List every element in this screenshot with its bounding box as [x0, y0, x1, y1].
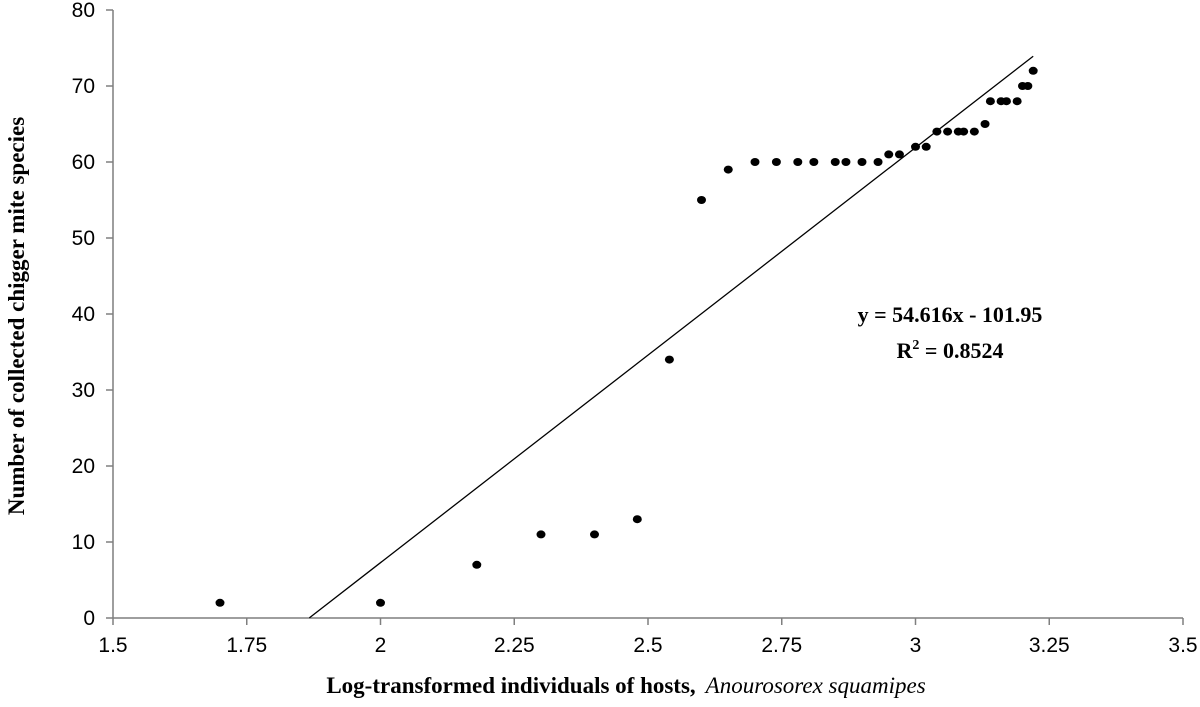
- data-point: [632, 515, 642, 524]
- data-point: [932, 127, 942, 136]
- y-axis-title: Number of collected chigger mite species: [4, 117, 29, 515]
- data-point: [793, 158, 803, 166]
- data-point: [590, 530, 599, 539]
- x-tick-label: 2: [375, 634, 387, 657]
- data-point: [771, 158, 781, 166]
- data-point: [664, 355, 674, 364]
- r-squared-exponent: 2: [912, 338, 919, 353]
- y-tick-label: 70: [72, 75, 95, 98]
- data-point: [985, 97, 995, 106]
- data-point: [841, 158, 851, 166]
- x-tick-label: 3: [910, 634, 922, 657]
- x-axis-title-main: Log-transformed individuals of hosts,: [326, 673, 695, 698]
- r-squared-value: = 0.8524: [919, 338, 1003, 363]
- r-squared-symbol: R: [897, 338, 914, 363]
- axes: [106, 9, 1184, 625]
- y-tick-label: 40: [72, 303, 95, 326]
- data-point: [921, 142, 931, 151]
- data-point: [959, 127, 969, 136]
- data-point: [1001, 97, 1011, 106]
- data-point: [857, 158, 867, 166]
- data-point: [830, 158, 840, 166]
- data-point: [215, 598, 225, 607]
- tick-labels: 0 10 20 30 40 50 60 70 80 1.5 1.75 2 2.25 2.5 2.75 3 3.2…: [72, 0, 1198, 657]
- x-tick-label: 1.75: [226, 634, 267, 657]
- y-tick-label: 50: [72, 227, 95, 250]
- data-point: [943, 127, 953, 136]
- x-tick-label: 3.5: [1168, 634, 1197, 657]
- data-point: [376, 598, 385, 607]
- data-point: [1028, 66, 1038, 75]
- data-point: [911, 142, 920, 151]
- data-points: [215, 66, 1038, 607]
- x-tick-label: 2.25: [494, 634, 535, 657]
- y-tick-label: 60: [72, 151, 95, 174]
- data-point: [809, 158, 819, 166]
- data-point: [697, 196, 706, 204]
- data-point: [969, 127, 979, 136]
- data-point: [723, 165, 733, 174]
- data-point: [884, 150, 894, 159]
- r-squared-label: R2 = 0.8524: [897, 338, 1004, 363]
- x-tick-label: 1.5: [98, 634, 127, 657]
- x-axis-title: Log-transformed individuals of hosts, Ano…: [326, 673, 925, 698]
- data-point: [1012, 97, 1022, 106]
- data-point: [536, 530, 546, 539]
- y-tick-label: 20: [72, 455, 95, 478]
- x-axis-title-species: Anourosorex squamipes: [704, 673, 926, 698]
- data-point: [472, 560, 482, 569]
- x-tick-label: 2.5: [633, 634, 662, 657]
- data-point: [873, 158, 883, 166]
- y-tick-label: 10: [72, 531, 95, 554]
- y-tick-label: 30: [72, 379, 95, 402]
- x-tick-label: 2.75: [761, 634, 802, 657]
- data-point: [980, 120, 990, 128]
- x-tick-label: 3.25: [1029, 634, 1070, 657]
- y-tick-label: 0: [83, 607, 95, 630]
- data-point: [750, 158, 760, 166]
- regression-equation: y = 54.616x - 101.95: [858, 302, 1043, 327]
- data-point: [894, 150, 904, 159]
- y-tick-label: 80: [72, 0, 95, 22]
- trendline-group: [308, 55, 1034, 619]
- trendline: [308, 55, 1034, 619]
- data-point: [1023, 82, 1033, 90]
